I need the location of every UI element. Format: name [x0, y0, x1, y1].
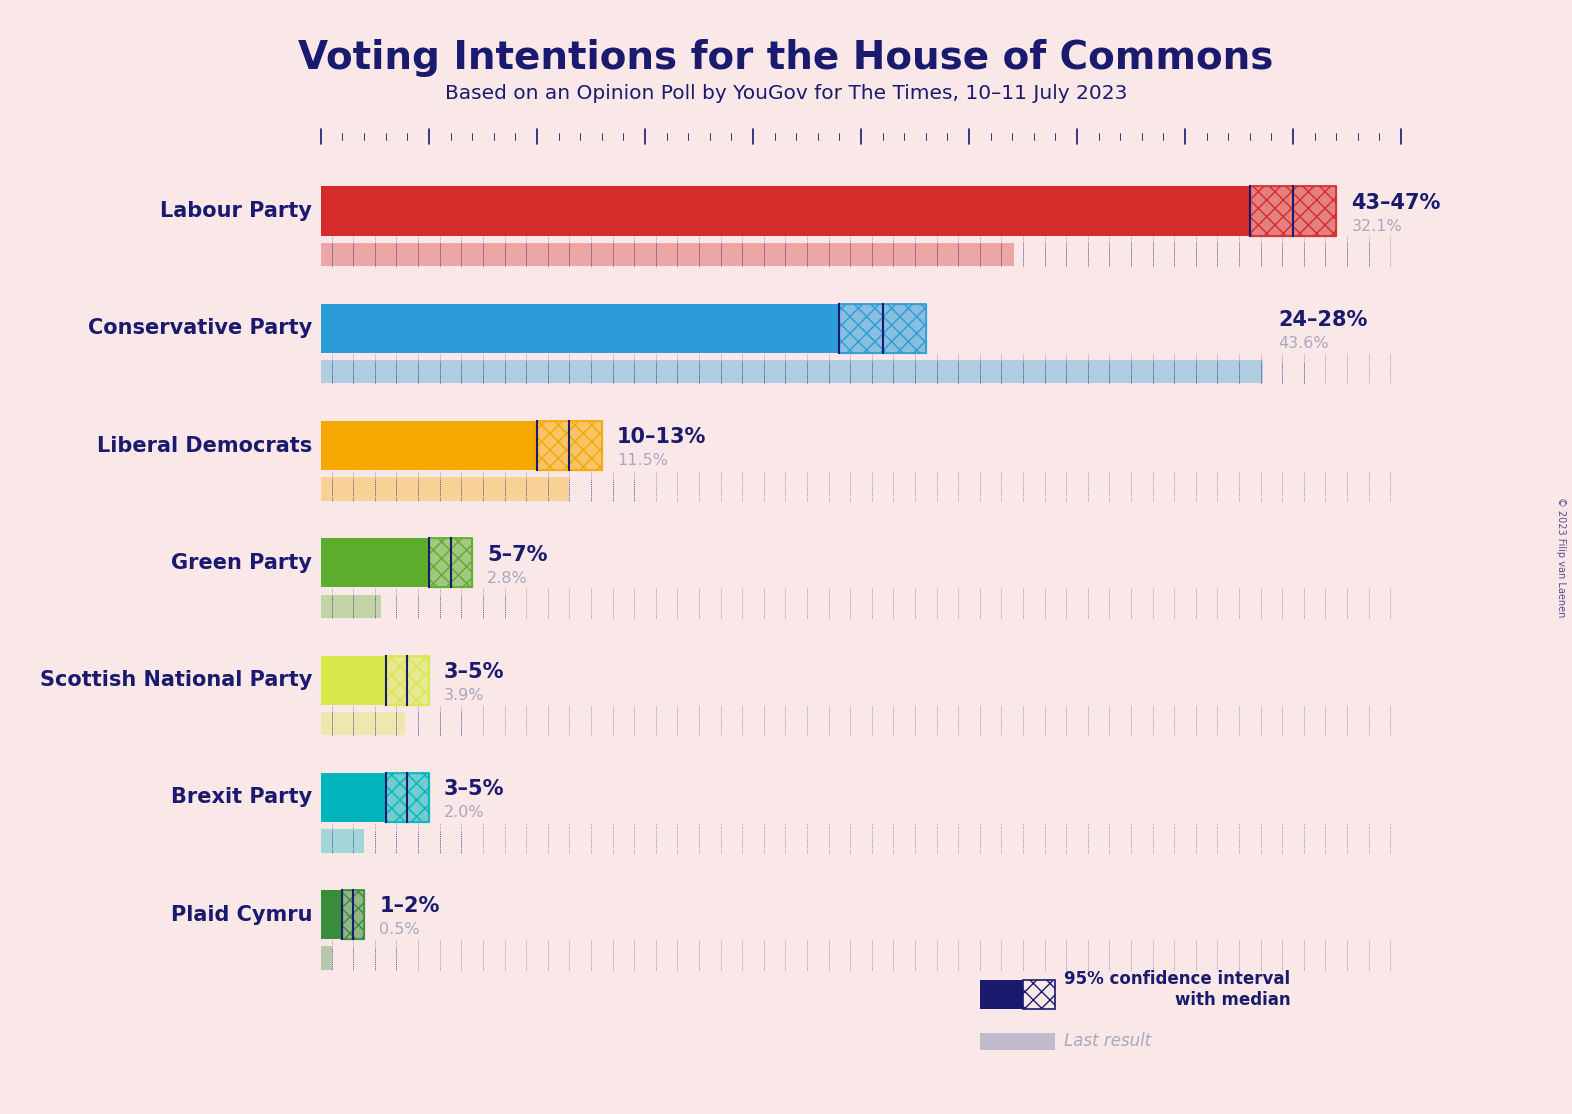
Bar: [1250, 186, 1336, 236]
Bar: [385, 773, 429, 822]
Bar: [1250, 186, 1336, 236]
Text: 10–13%: 10–13%: [616, 428, 706, 448]
Text: Conservative Party: Conservative Party: [88, 319, 313, 339]
Bar: [321, 304, 839, 353]
Text: Based on an Opinion Poll by YouGov for The Times, 10–11 July 2023: Based on an Opinion Poll by YouGov for T…: [445, 84, 1127, 102]
Text: 43.6%: 43.6%: [1278, 336, 1328, 351]
Bar: [321, 421, 538, 470]
Text: 43–47%: 43–47%: [1352, 193, 1442, 213]
Text: Voting Intentions for the House of Commons: Voting Intentions for the House of Commo…: [299, 39, 1273, 77]
Bar: [1023, 979, 1055, 1009]
Bar: [979, 979, 1023, 1009]
Bar: [321, 655, 385, 705]
Text: 95% confidence interval
with median: 95% confidence interval with median: [1064, 970, 1291, 1009]
Bar: [321, 186, 1250, 236]
Text: 1–2%: 1–2%: [379, 897, 440, 917]
Bar: [321, 890, 343, 939]
Text: 3.9%: 3.9%: [443, 687, 484, 703]
Text: 11.5%: 11.5%: [616, 453, 668, 468]
Text: Liberal Democrats: Liberal Democrats: [97, 436, 313, 456]
Bar: [839, 304, 926, 353]
Text: 0.5%: 0.5%: [379, 922, 420, 937]
Bar: [321, 946, 332, 970]
Bar: [429, 538, 472, 587]
Bar: [321, 712, 406, 735]
Bar: [321, 243, 1014, 266]
Bar: [979, 1033, 1055, 1049]
Text: 3–5%: 3–5%: [443, 662, 505, 682]
Text: Labour Party: Labour Party: [160, 201, 313, 221]
Bar: [321, 773, 385, 822]
Text: 32.1%: 32.1%: [1352, 218, 1402, 234]
Bar: [321, 360, 1262, 383]
Bar: [321, 477, 569, 500]
Bar: [321, 829, 365, 852]
Text: Plaid Cymru: Plaid Cymru: [171, 905, 313, 925]
Bar: [343, 890, 365, 939]
Bar: [385, 773, 429, 822]
Text: 2.0%: 2.0%: [443, 805, 484, 820]
Text: © 2023 Filip van Laenen: © 2023 Filip van Laenen: [1556, 497, 1566, 617]
Text: 2.8%: 2.8%: [487, 570, 528, 586]
Bar: [321, 595, 382, 618]
Bar: [538, 421, 602, 470]
Text: 5–7%: 5–7%: [487, 545, 547, 565]
Text: Last result: Last result: [1064, 1033, 1151, 1051]
Bar: [429, 538, 472, 587]
Bar: [385, 655, 429, 705]
Text: 3–5%: 3–5%: [443, 779, 505, 799]
Text: Brexit Party: Brexit Party: [171, 788, 313, 808]
Bar: [839, 304, 926, 353]
Bar: [385, 655, 429, 705]
Text: Scottish National Party: Scottish National Party: [39, 671, 313, 691]
Text: Green Party: Green Party: [171, 553, 313, 573]
Bar: [321, 538, 429, 587]
Bar: [538, 421, 602, 470]
Bar: [343, 890, 365, 939]
Text: 24–28%: 24–28%: [1278, 310, 1368, 330]
